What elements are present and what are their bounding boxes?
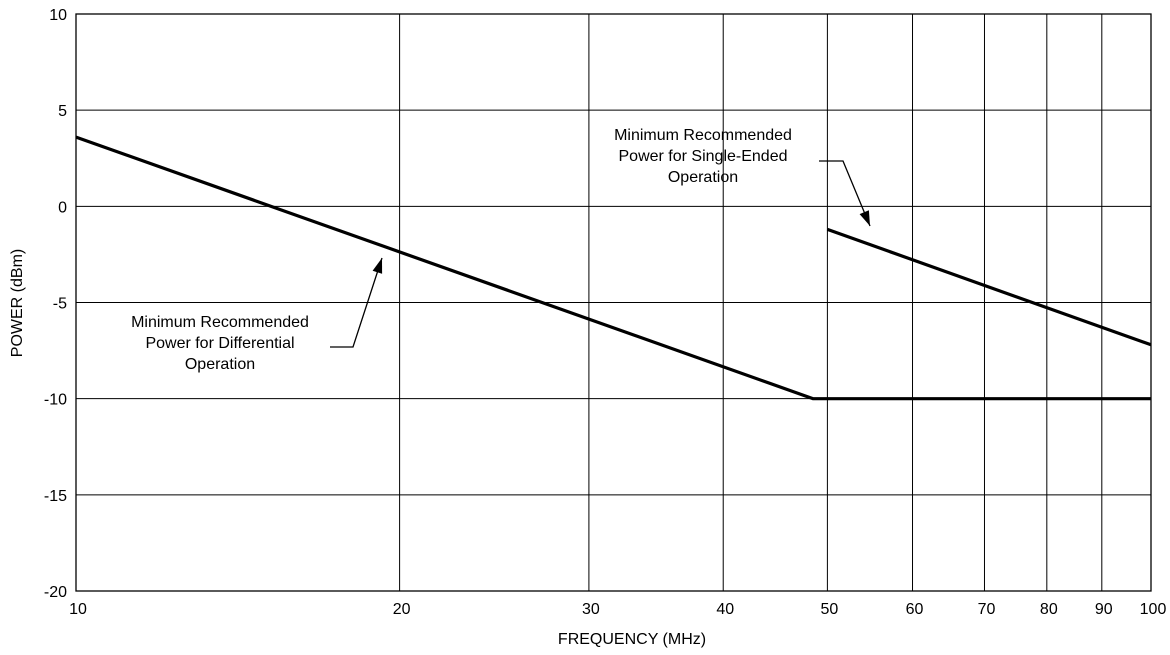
x-axis-label: FREQUENCY (MHz) xyxy=(558,631,706,648)
x-tick-labels: 10 20 30 40 50 60 70 80 90 100 xyxy=(69,601,1166,618)
annotation-arrow-head xyxy=(372,258,383,274)
y-tick-label: 0 xyxy=(58,199,67,216)
annotation-leaders xyxy=(330,160,871,348)
plot-frame xyxy=(75,13,1152,592)
annotation-leader-line xyxy=(819,160,871,227)
x-tick-label: 40 xyxy=(716,601,734,618)
x-tick-label: 70 xyxy=(978,601,996,618)
series-line-1 xyxy=(75,135,1151,401)
x-tick-label: 10 xyxy=(69,601,87,618)
annotation-text-line: Power for Differential xyxy=(145,335,294,352)
x-tick-label: 20 xyxy=(393,601,411,618)
annotation-text-line: Power for Single-Ended xyxy=(619,148,788,165)
annotation-text-line: Minimum Recommended xyxy=(614,127,792,144)
y-axis-label: POWER (dBm) xyxy=(9,249,26,357)
annotation-text-line: Operation xyxy=(668,169,738,186)
annotation-text-line: Operation xyxy=(185,356,255,373)
annotation-arrow-head xyxy=(859,210,870,226)
x-tick-label: 90 xyxy=(1095,601,1113,618)
data-series xyxy=(75,135,1152,401)
annotations: Minimum Recommended Power for Differentia… xyxy=(131,127,792,373)
y-tick-label: 10 xyxy=(49,7,67,24)
x-tick-label: 100 xyxy=(1140,601,1167,618)
y-tick-label: -5 xyxy=(53,296,67,313)
y-tick-label: -20 xyxy=(44,584,67,601)
x-tick-label: 60 xyxy=(906,601,924,618)
annotation-leader-line xyxy=(330,257,383,348)
series-line-2 xyxy=(826,227,1152,347)
y-tick-labels: 10 5 0 -5 -10 -15 -20 xyxy=(44,7,67,601)
grid-lines xyxy=(76,14,1151,591)
x-tick-label: 30 xyxy=(582,601,600,618)
y-tick-label: -10 xyxy=(44,392,67,409)
annotation-text-line: Minimum Recommended xyxy=(131,314,309,331)
y-tick-label: -15 xyxy=(44,488,67,505)
x-tick-label: 50 xyxy=(820,601,838,618)
x-tick-label: 80 xyxy=(1040,601,1058,618)
y-tick-label: 5 xyxy=(58,103,67,120)
